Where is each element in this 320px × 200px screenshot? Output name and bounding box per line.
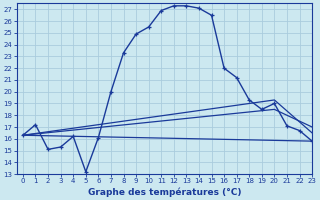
X-axis label: Graphe des températures (°C): Graphe des températures (°C) [88,187,241,197]
